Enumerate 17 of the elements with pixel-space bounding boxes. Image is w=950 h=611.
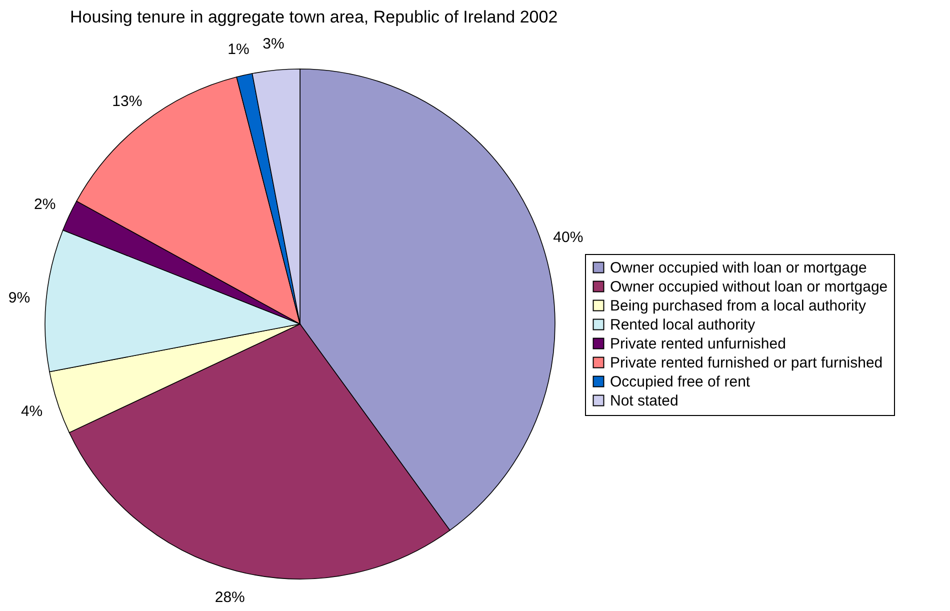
data-label: 9% — [8, 289, 30, 306]
legend-label: Private rented furnished or part furnished — [610, 354, 883, 372]
legend-label: Private rented unfurnished — [610, 336, 786, 352]
data-label: 4% — [20, 403, 43, 420]
data-label: 13% — [112, 93, 142, 110]
legend-label: Rented local authority — [610, 316, 756, 334]
legend-label: Being purchased from a local authority — [610, 298, 866, 314]
data-label: 40% — [553, 228, 584, 246]
data-label: 28% — [214, 589, 245, 606]
data-label: 2% — [34, 196, 56, 213]
legend-label: Owner occupied without loan or mortgage — [610, 278, 888, 296]
data-label: 3% — [262, 35, 284, 52]
legend-label: Occupied free of rent — [610, 374, 751, 390]
data-label: 1% — [228, 40, 250, 58]
legend-label: Owner occupied with loan or mortgage — [610, 260, 867, 276]
chart-title: Housing tenure in aggregate town area, Republic of Ireland 2002 — [70, 7, 558, 26]
legend-label: Not stated — [610, 392, 678, 410]
